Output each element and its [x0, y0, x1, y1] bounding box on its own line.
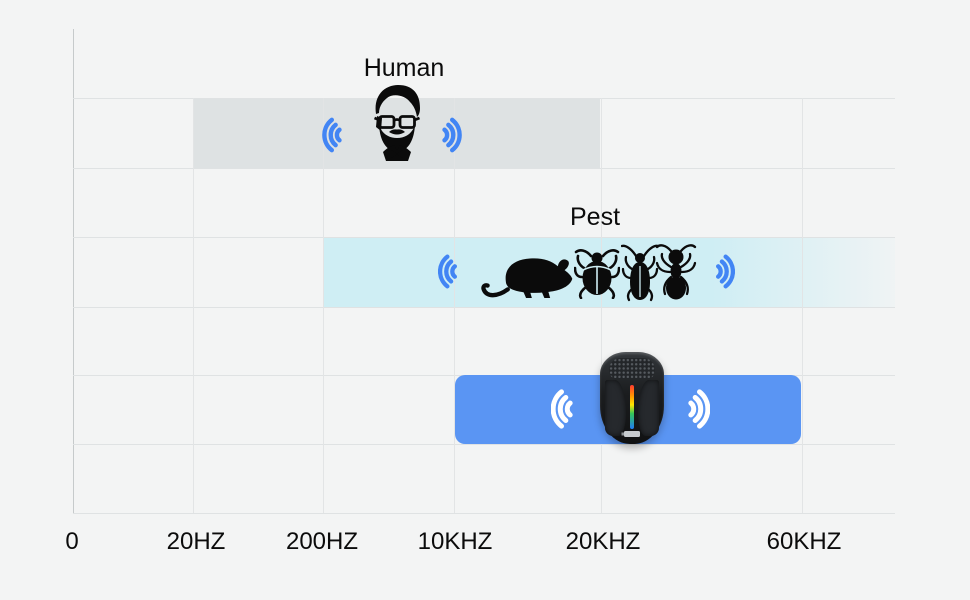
- sound-wave-left-icon: [322, 112, 346, 158]
- x-tick-label-20hz: 20HZ: [166, 528, 226, 555]
- human-head-icon: [373, 85, 421, 161]
- sound-wave-left-icon: [438, 249, 461, 294]
- gridline-horizontal: [73, 307, 895, 308]
- beetle-icon: [574, 249, 620, 299]
- human-label: Human: [363, 54, 445, 82]
- gridline-horizontal: [73, 168, 895, 169]
- gridline-vertical-60khz: [802, 98, 803, 513]
- x-tick-label-60khz: 60KHZ: [766, 528, 842, 555]
- mouse-icon: [481, 258, 573, 299]
- device-logo-badge: [624, 431, 640, 437]
- gridline-horizontal: [73, 98, 895, 99]
- gridline-vertical-20hz: [193, 98, 194, 513]
- device-led-strip: [630, 385, 634, 429]
- sound-wave-left-icon: [551, 383, 577, 435]
- x-tick-label-10khz: 10KHZ: [417, 528, 493, 555]
- gridline-horizontal: [73, 237, 895, 238]
- x-tick-label-0: 0: [65, 528, 79, 555]
- gridline-horizontal: [73, 444, 895, 445]
- x-tick-label-200hz: 200HZ: [285, 528, 359, 555]
- device-side-panel: [605, 380, 626, 436]
- cockroach-icon: [621, 244, 659, 302]
- ultrasonic-repeller-device: [600, 352, 664, 444]
- gridline-vertical-20khz: [601, 98, 602, 513]
- gridline-vertical-10khz: [454, 98, 455, 513]
- device-side-panel: [638, 380, 659, 436]
- pest-label: Pest: [569, 203, 621, 231]
- gridline-vertical-200hz: [323, 98, 324, 513]
- y-axis-line: [73, 29, 74, 513]
- ant-icon: [655, 244, 697, 300]
- sound-wave-right-icon: [438, 112, 462, 158]
- sound-wave-right-icon: [712, 249, 735, 294]
- x-tick-label-20khz: 20KHZ: [565, 528, 641, 555]
- gridline-horizontal: [73, 513, 895, 514]
- sound-wave-right-icon: [684, 383, 710, 435]
- device-speaker-grille: [609, 358, 655, 379]
